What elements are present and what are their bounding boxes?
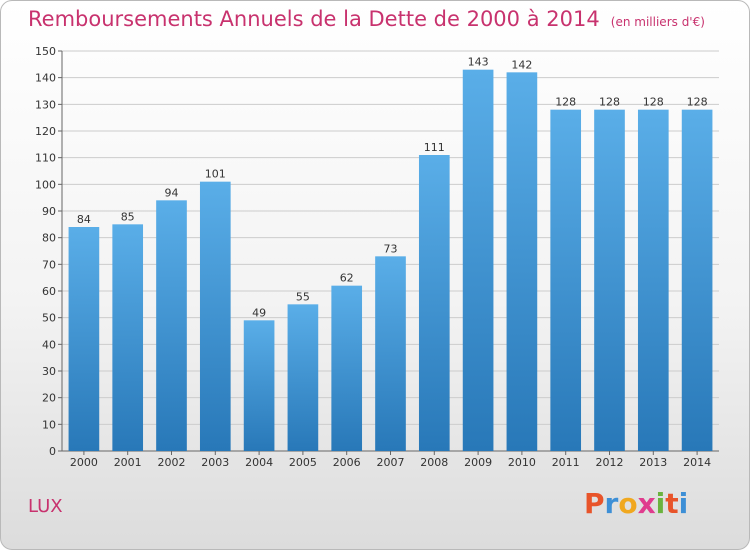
bar-value-label: 111 [424, 141, 445, 154]
y-tick-label: 10 [42, 418, 56, 431]
x-tick-label: 2001 [114, 456, 142, 469]
bar-value-label: 142 [511, 58, 532, 71]
logo-letter: i [678, 487, 689, 520]
bar-value-label: 128 [555, 96, 576, 109]
bar-2005 [287, 304, 319, 451]
y-tick-label: 90 [42, 205, 56, 218]
x-tick-label: 2011 [552, 456, 580, 469]
labels: 0 10 20 30 40 50 60 70 80 90 100 110 120 130 140 150 84 2… [35, 45, 711, 469]
logo-letter: r [604, 487, 619, 520]
bar-2001 [112, 224, 144, 451]
bar-value-label: 62 [340, 272, 354, 285]
bar-2013 [637, 109, 669, 452]
bar-2006 [331, 285, 363, 451]
y-tick-label: 120 [35, 125, 56, 138]
x-tick-label: 2004 [245, 456, 273, 469]
y-tick-label: 140 [35, 72, 56, 85]
bar-value-label: 49 [252, 306, 266, 319]
bar-value-label: 101 [205, 168, 226, 181]
x-tick-label: 2000 [70, 456, 98, 469]
x-tick-label: 2007 [377, 456, 405, 469]
proxiti-logo[interactable]: Proxiti [584, 487, 688, 520]
logo-letter: t [665, 487, 679, 520]
x-tick-label: 2010 [508, 456, 536, 469]
y-tick-label: 60 [42, 285, 56, 298]
bar-2011 [550, 109, 582, 452]
x-tick-label: 2014 [683, 456, 711, 469]
chart-title: Remboursements Annuels de la Dette de 20… [28, 7, 600, 31]
chart-subtitle: (en milliers d'€) [610, 15, 705, 29]
logo-letter: o [618, 487, 638, 520]
bar-2008 [418, 155, 450, 451]
bar-2004 [243, 320, 275, 451]
bar-2003 [199, 181, 231, 451]
bar-value-label: 85 [121, 210, 135, 223]
y-tick-label: 0 [49, 445, 56, 458]
logo-letter: P [584, 487, 605, 520]
chart-title-block: Remboursements Annuels de la Dette de 20… [28, 7, 705, 31]
bar-value-label: 128 [643, 96, 664, 109]
bar-value-label: 73 [384, 242, 398, 255]
logo-letter: x [637, 487, 656, 520]
bar-2000 [68, 227, 100, 451]
x-tick-label: 2013 [639, 456, 667, 469]
bars [68, 69, 713, 452]
x-tick-label: 2005 [289, 456, 317, 469]
x-tick-label: 2009 [464, 456, 492, 469]
y-tick-label: 110 [35, 152, 56, 165]
bar-value-label: 55 [296, 290, 310, 303]
y-tick-label: 30 [42, 365, 56, 378]
x-tick-label: 2003 [201, 456, 229, 469]
bar-2014 [681, 109, 713, 452]
bar-2002 [156, 200, 187, 451]
logo-letter: i [655, 487, 666, 520]
commune-name: LUX [28, 496, 63, 517]
y-tick-label: 50 [42, 312, 56, 325]
bar-value-label: 84 [77, 213, 91, 226]
y-tick-label: 20 [42, 392, 56, 405]
bar-value-label: 128 [599, 96, 620, 109]
y-tick-label: 70 [42, 258, 56, 271]
x-tick-label: 2002 [158, 456, 186, 469]
bar-2012 [594, 109, 625, 452]
bar-2007 [375, 256, 406, 451]
y-tick-label: 80 [42, 232, 56, 245]
y-tick-label: 40 [42, 338, 56, 351]
x-tick-label: 2008 [420, 456, 448, 469]
bar-2009 [462, 69, 494, 452]
bar-value-label: 94 [165, 186, 179, 199]
y-tick-label: 100 [35, 178, 56, 191]
x-tick-label: 2006 [333, 456, 361, 469]
bar-value-label: 128 [687, 96, 708, 109]
bar-value-label: 143 [468, 56, 489, 69]
x-tick-label: 2012 [596, 456, 624, 469]
bar-2010 [506, 72, 538, 451]
y-tick-label: 130 [35, 98, 56, 111]
y-tick-label: 150 [35, 45, 56, 58]
